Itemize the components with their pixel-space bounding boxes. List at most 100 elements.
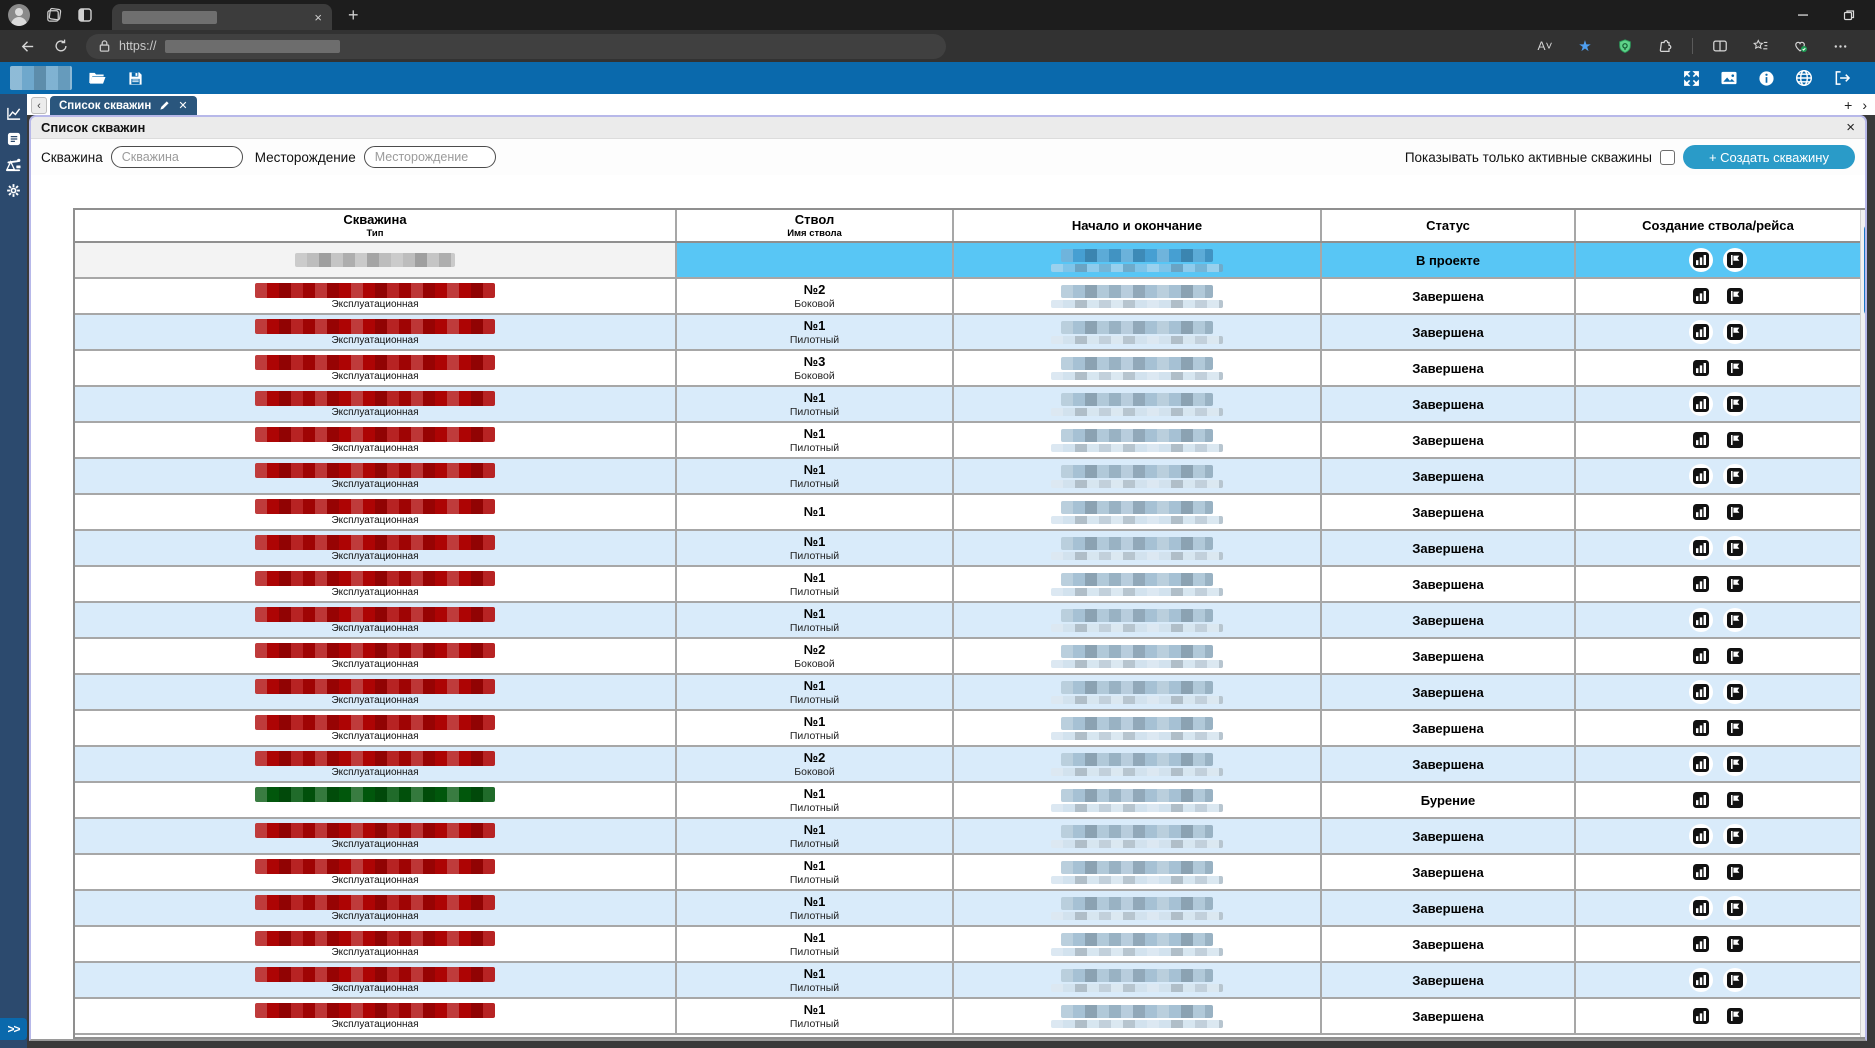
create-run-button[interactable] — [1723, 320, 1747, 344]
workspace-tab-wells[interactable]: Список скважин ✕ — [50, 96, 197, 115]
table-row[interactable]: В проекте — [75, 243, 1860, 279]
read-aloud-icon[interactable]: A˅ — [1532, 33, 1558, 59]
create-wellbore-button[interactable] — [1689, 716, 1713, 740]
create-run-button[interactable] — [1723, 500, 1747, 524]
new-tab-icon[interactable]: + — [348, 6, 359, 24]
create-run-button[interactable] — [1723, 428, 1747, 452]
create-wellbore-button[interactable] — [1689, 320, 1713, 344]
save-icon[interactable] — [122, 66, 148, 90]
well-name-cell[interactable]: Эксплуатационная — [75, 855, 677, 889]
info-icon[interactable] — [1758, 70, 1775, 87]
table-row[interactable]: Эксплуатационная №1 Пилотный Завершена — [75, 855, 1860, 891]
well-name-cell[interactable]: Эксплуатационная — [75, 639, 677, 673]
well-name-cell[interactable]: Эксплуатационная — [75, 963, 677, 997]
create-wellbore-button[interactable] — [1689, 896, 1713, 920]
table-row[interactable]: Эксплуатационная №1 Пилотный Завершена — [75, 999, 1860, 1035]
wellbore-cell[interactable]: №1 Пилотный — [677, 315, 954, 349]
wellbore-cell[interactable]: №1 Пилотный — [677, 819, 954, 853]
create-run-button[interactable] — [1723, 932, 1747, 956]
wellbore-cell[interactable]: №2 Боковой — [677, 747, 954, 781]
well-name-cell[interactable]: Эксплуатационная — [75, 675, 677, 709]
fullscreen-icon[interactable] — [1683, 70, 1700, 87]
wellbore-cell[interactable]: №1 Пилотный — [677, 855, 954, 889]
table-row[interactable]: Эксплуатационная №1 Пилотный Завершена — [75, 963, 1860, 999]
well-name-cell[interactable]: Эксплуатационная — [75, 819, 677, 853]
sidebar-expand-button[interactable]: >> — [0, 1018, 27, 1040]
create-wellbore-button[interactable] — [1689, 356, 1713, 380]
active-only-checkbox[interactable] — [1660, 150, 1675, 165]
well-name-cell[interactable]: Эксплуатационная — [75, 531, 677, 565]
wellbore-cell[interactable]: №3 Боковой — [677, 351, 954, 385]
table-row[interactable]: Эксплуатационная №1 Пилотный Завершена — [75, 711, 1860, 747]
create-run-button[interactable] — [1723, 392, 1747, 416]
table-row[interactable]: Эксплуатационная №2 Боковой Завершена — [75, 279, 1860, 315]
tab-close-icon[interactable]: × — [314, 11, 322, 24]
wellbore-cell[interactable]: №1 Пилотный — [677, 423, 954, 457]
create-wellbore-button[interactable] — [1689, 968, 1713, 992]
wellbore-cell[interactable]: №1 Пилотный — [677, 927, 954, 961]
wellbore-cell[interactable]: №1 Пилотный — [677, 567, 954, 601]
table-row[interactable]: Эксплуатационная №1 Пилотный Завершена — [75, 387, 1860, 423]
pumpjack-icon[interactable] — [5, 157, 22, 172]
header-dates[interactable]: Начало и окончание — [954, 210, 1322, 241]
close-icon[interactable]: ✕ — [178, 99, 187, 112]
browser-tab[interactable]: × — [112, 4, 332, 30]
wellbore-cell[interactable]: №1 — [677, 495, 954, 529]
create-wellbore-button[interactable] — [1689, 392, 1713, 416]
well-name-cell[interactable]: Эксплуатационная — [75, 315, 677, 349]
wellbore-cell[interactable]: №1 Пилотный — [677, 531, 954, 565]
wellbore-cell[interactable]: №1 Пилотный — [677, 459, 954, 493]
table-row[interactable]: Эксплуатационная №2 Боковой Завершена — [75, 747, 1860, 783]
well-name-cell[interactable]: Эксплуатационная — [75, 711, 677, 745]
create-wellbore-button[interactable] — [1689, 860, 1713, 884]
create-wellbore-button[interactable] — [1689, 644, 1713, 668]
refresh-icon[interactable] — [48, 33, 74, 59]
minimize-icon[interactable] — [1797, 9, 1809, 21]
favorites-icon[interactable] — [1747, 33, 1773, 59]
header-well[interactable]: Скважина Тип — [75, 210, 677, 241]
adblock-shield-icon[interactable] — [1612, 33, 1638, 59]
profile-avatar[interactable] — [8, 4, 30, 26]
address-bar[interactable]: https:// — [86, 34, 946, 59]
create-wellbore-button[interactable] — [1689, 572, 1713, 596]
table-row[interactable]: Эксплуатационная №1 Пилотный Завершена — [75, 567, 1860, 603]
create-run-button[interactable] — [1723, 284, 1747, 308]
lock-icon[interactable] — [98, 39, 111, 53]
table-row[interactable]: Эксплуатационная №2 Боковой Завершена — [75, 639, 1860, 675]
wellbore-cell[interactable]: №1 Пилотный — [677, 783, 954, 817]
create-wellbore-button[interactable] — [1689, 752, 1713, 776]
gear-icon[interactable] — [6, 183, 21, 198]
well-name-cell[interactable]: Эксплуатационная — [75, 891, 677, 925]
well-name-cell[interactable] — [75, 783, 677, 817]
create-run-button[interactable] — [1723, 680, 1747, 704]
tab-actions-icon[interactable] — [76, 6, 94, 24]
create-wellbore-button[interactable] — [1689, 1004, 1713, 1028]
table-row[interactable]: Эксплуатационная №1 Пилотный Завершена — [75, 675, 1860, 711]
wellbore-cell[interactable]: №1 Пилотный — [677, 675, 954, 709]
favorite-star-icon[interactable]: ★ — [1572, 33, 1598, 59]
create-run-button[interactable] — [1723, 752, 1747, 776]
create-run-button[interactable] — [1723, 824, 1747, 848]
create-run-button[interactable] — [1723, 896, 1747, 920]
well-name-cell[interactable]: Эксплуатационная — [75, 603, 677, 637]
restore-icon[interactable] — [1843, 9, 1855, 21]
create-wellbore-button[interactable] — [1689, 248, 1713, 272]
header-actions[interactable]: Создание ствола/рейса — [1576, 210, 1860, 241]
create-run-button[interactable] — [1723, 1004, 1747, 1028]
create-wellbore-button[interactable] — [1689, 932, 1713, 956]
create-wellbore-button[interactable] — [1689, 536, 1713, 560]
well-filter-input[interactable] — [111, 146, 243, 168]
workspaces-icon[interactable] — [44, 6, 62, 24]
well-name-cell[interactable]: Эксплуатационная — [75, 495, 677, 529]
panel-close-icon[interactable]: × — [1846, 120, 1855, 135]
table-row[interactable]: Эксплуатационная №1 Пилотный Завершена — [75, 603, 1860, 639]
well-name-cell[interactable]: Эксплуатационная — [75, 999, 677, 1033]
well-name-cell[interactable]: Эксплуатационная — [75, 567, 677, 601]
wellbore-cell[interactable]: №1 Пилотный — [677, 963, 954, 997]
screenshot-icon[interactable] — [1720, 70, 1738, 86]
create-wellbore-button[interactable] — [1689, 680, 1713, 704]
well-name-cell[interactable]: Эксплуатационная — [75, 279, 677, 313]
create-wellbore-button[interactable] — [1689, 788, 1713, 812]
logout-icon[interactable] — [1833, 70, 1851, 86]
create-run-button[interactable] — [1723, 608, 1747, 632]
